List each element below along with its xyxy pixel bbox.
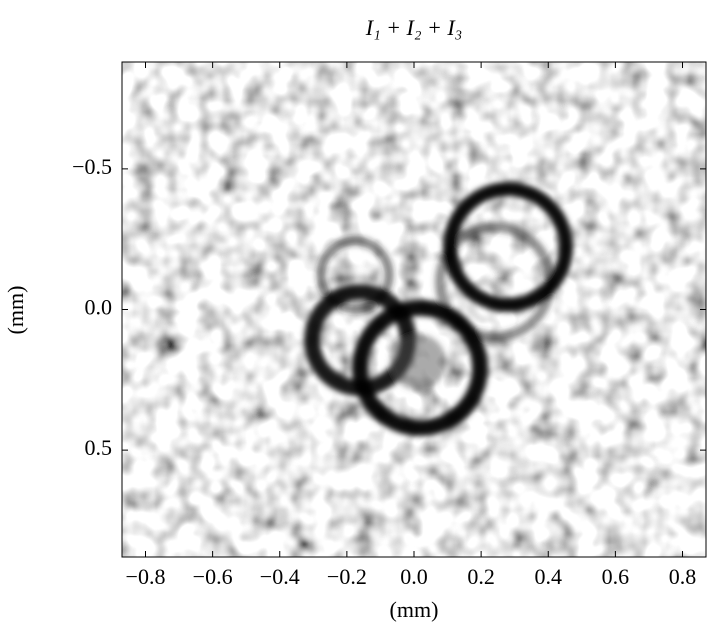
x-tick-label: 0.0: [400, 564, 428, 589]
ring: [352, 300, 488, 436]
rings: [304, 182, 573, 436]
x-tick-label: 0.8: [669, 564, 697, 589]
ring-core: [390, 334, 446, 390]
x-tick-label: −0.6: [193, 564, 233, 589]
ring: [443, 182, 573, 312]
ring: [316, 236, 394, 314]
y-tick-label: 0.5: [85, 435, 113, 460]
y-axis-label: (mm): [3, 286, 28, 335]
y-tick-label: 0.0: [85, 295, 113, 320]
x-axis-label: (mm): [390, 597, 439, 622]
x-tick-label: −0.2: [327, 564, 367, 589]
image: [122, 62, 706, 557]
x-tick-label: −0.4: [260, 564, 300, 589]
x-tick-label: −0.8: [126, 564, 166, 589]
x-tick-label: 0.4: [535, 564, 563, 589]
chart-title: I₁ + I₂ + I₃: [365, 15, 463, 40]
x-tick-label: 0.2: [467, 564, 495, 589]
y-tick-label: −0.5: [72, 154, 112, 179]
x-tick-label: 0.6: [602, 564, 630, 589]
